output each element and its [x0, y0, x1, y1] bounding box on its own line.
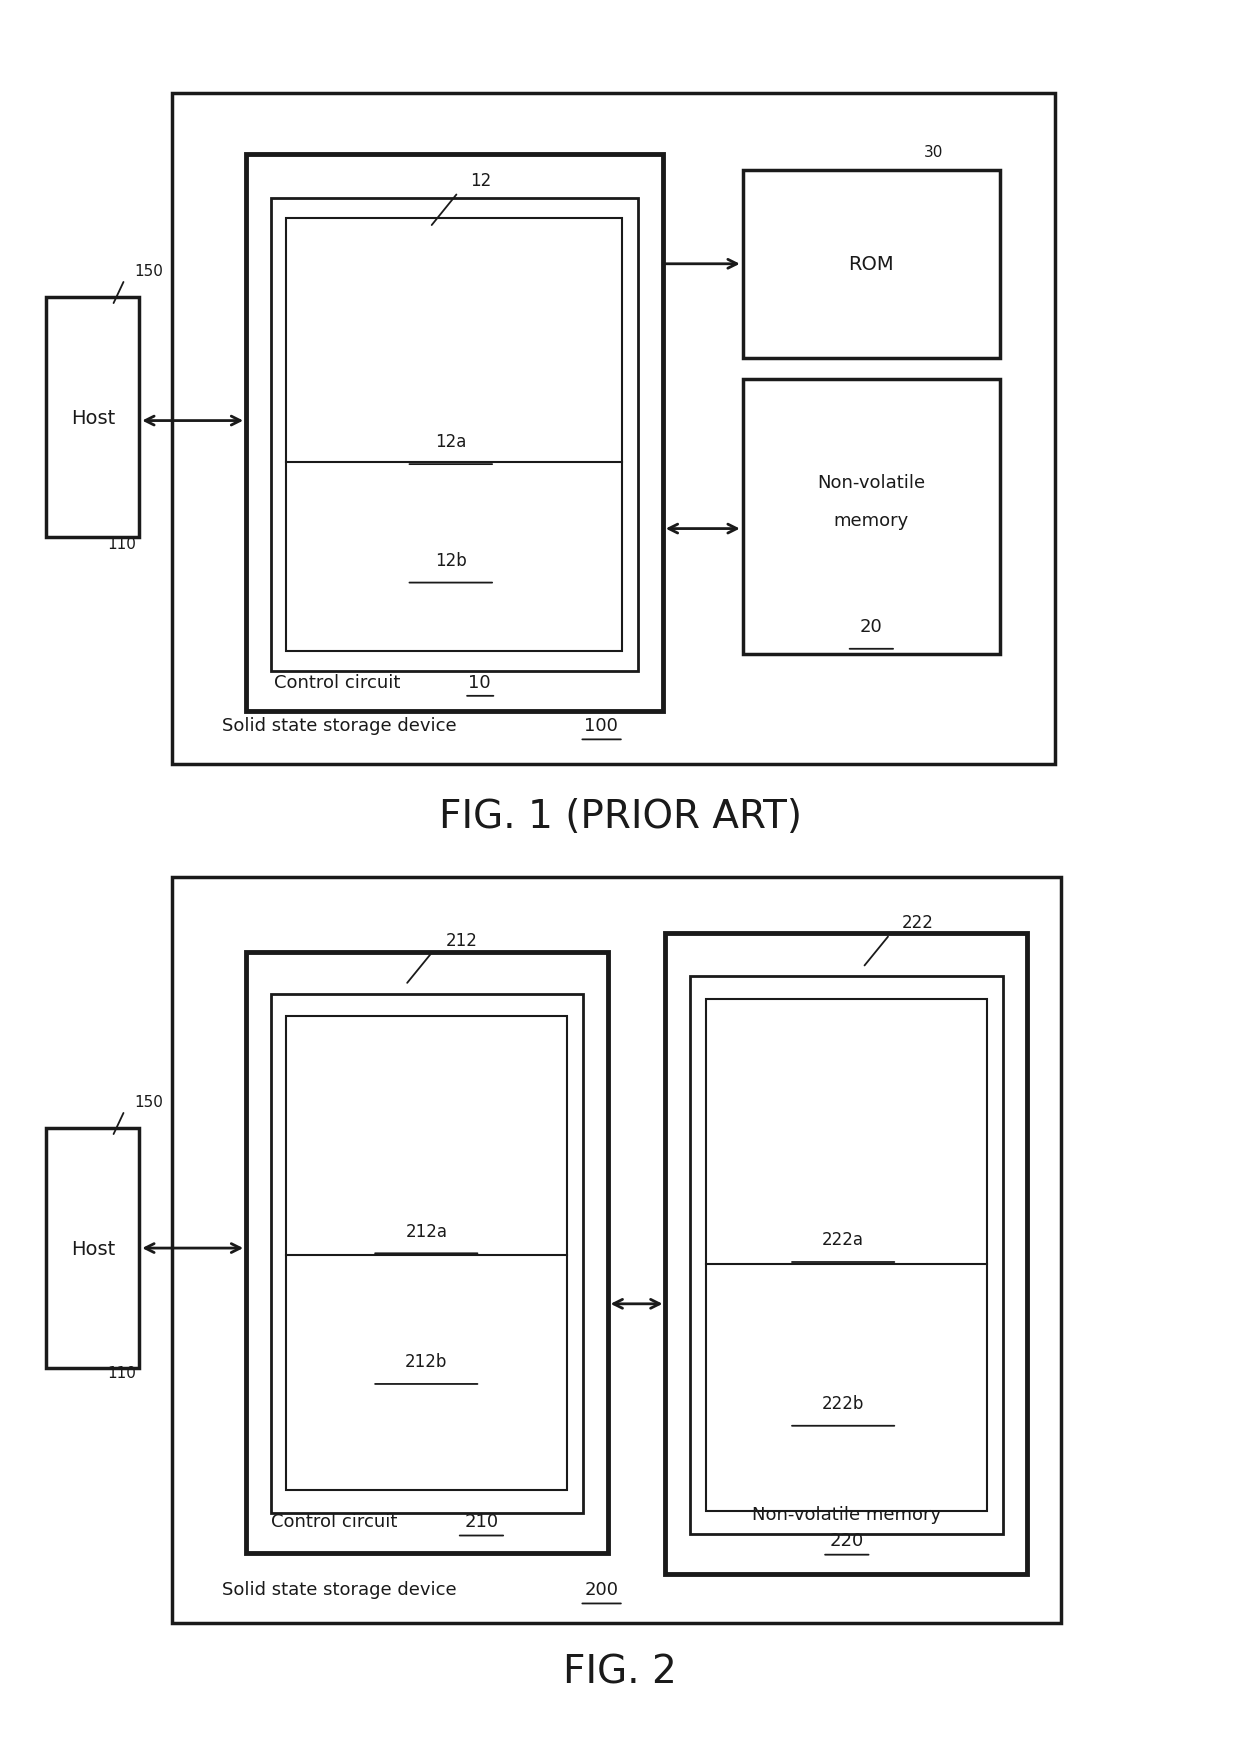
Bar	[743, 379, 1001, 655]
Text: 220: 220	[830, 1532, 864, 1550]
Text: 200: 200	[584, 1580, 619, 1599]
Text: FIG. 2: FIG. 2	[563, 1653, 677, 1690]
Bar	[270, 198, 639, 672]
Text: 212: 212	[446, 932, 477, 949]
Text: 20: 20	[861, 618, 883, 635]
Text: Non-volatile memory: Non-volatile memory	[753, 1506, 941, 1523]
Text: Control circuit: Control circuit	[274, 674, 401, 691]
Bar	[666, 934, 1027, 1574]
Text: 100: 100	[584, 716, 619, 735]
Bar	[286, 219, 622, 651]
Text: 150: 150	[134, 1095, 164, 1109]
Text: 12a: 12a	[435, 433, 466, 451]
Bar	[246, 154, 663, 713]
Bar	[172, 878, 1061, 1623]
Text: FIG. 1 (PRIOR ART): FIG. 1 (PRIOR ART)	[439, 797, 801, 835]
Text: 12b: 12b	[435, 551, 466, 570]
Bar	[286, 1016, 567, 1490]
Text: 212b: 212b	[405, 1353, 448, 1371]
Bar	[270, 993, 583, 1513]
Bar	[172, 95, 1055, 765]
Text: 110: 110	[108, 537, 136, 551]
Text: 110: 110	[108, 1365, 136, 1379]
Text: Control circuit: Control circuit	[270, 1513, 397, 1530]
Bar	[246, 953, 608, 1553]
Text: Solid state storage device: Solid state storage device	[222, 1580, 456, 1599]
Bar	[743, 170, 1001, 358]
Bar	[689, 978, 1003, 1534]
Text: 212a: 212a	[405, 1221, 448, 1241]
Text: Host: Host	[71, 409, 115, 426]
Text: 10: 10	[467, 674, 491, 691]
Text: 150: 150	[134, 263, 164, 279]
Text: Non-volatile: Non-volatile	[817, 474, 925, 491]
Text: 222a: 222a	[822, 1230, 864, 1248]
Bar	[46, 298, 139, 539]
Text: 12: 12	[470, 172, 492, 190]
Text: Host: Host	[71, 1239, 115, 1258]
Text: Solid state storage device: Solid state storage device	[222, 716, 456, 735]
Bar	[46, 1128, 139, 1369]
Text: 30: 30	[924, 146, 944, 160]
Text: ROM: ROM	[848, 254, 894, 274]
Text: 222: 222	[901, 914, 934, 932]
Bar	[706, 999, 987, 1511]
Text: 222b: 222b	[822, 1393, 864, 1413]
Text: 210: 210	[464, 1513, 498, 1530]
Text: memory: memory	[833, 511, 909, 530]
